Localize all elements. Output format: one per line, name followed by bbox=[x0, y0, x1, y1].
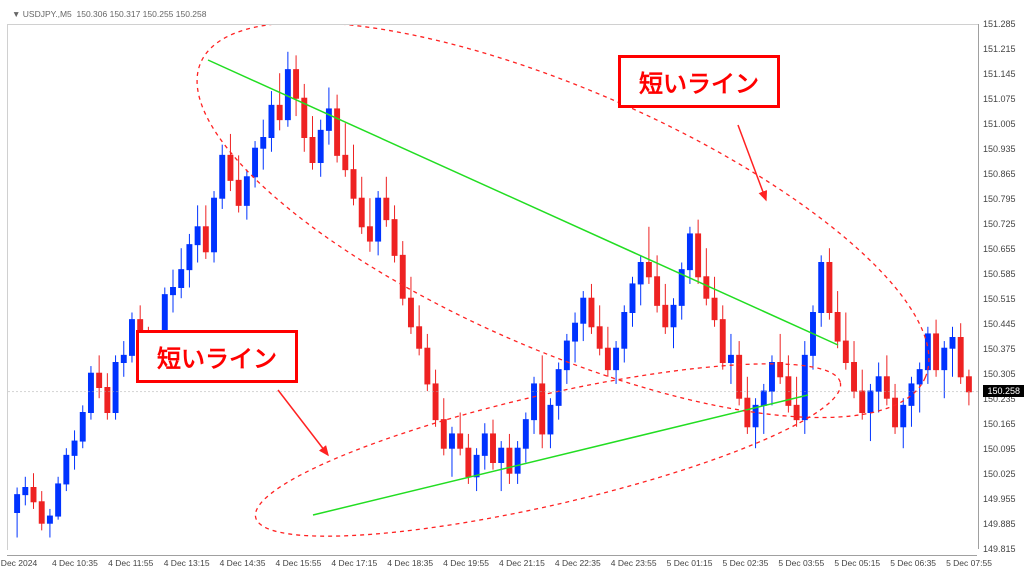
y-tick: 150.025 bbox=[983, 469, 1016, 479]
y-tick: 150.375 bbox=[983, 344, 1016, 354]
ticker-name: USDJPY.,M5 bbox=[23, 9, 72, 19]
x-tick: 4 Dec 23:55 bbox=[611, 558, 657, 568]
annotation-label-bottom: 短いライン bbox=[136, 330, 298, 383]
annotation-label-top: 短いライン bbox=[618, 55, 780, 108]
current-price-box: 150.258 bbox=[983, 385, 1024, 397]
y-axis: 151.285151.215151.145151.075151.005150.9… bbox=[978, 24, 1024, 549]
x-tick: 5 Dec 01:15 bbox=[667, 558, 713, 568]
y-tick: 149.955 bbox=[983, 494, 1016, 504]
chart-area[interactable] bbox=[7, 24, 978, 550]
y-tick: 150.865 bbox=[983, 169, 1016, 179]
x-tick: 4 Dec 11:55 bbox=[108, 558, 153, 568]
y-tick: 150.165 bbox=[983, 419, 1016, 429]
x-tick: 5 Dec 03:55 bbox=[778, 558, 824, 568]
x-tick: 4 Dec 10:35 bbox=[52, 558, 98, 568]
ticker-ohlc: 150.306 150.317 150.255 150.258 bbox=[77, 9, 207, 19]
x-tick: 4 Dec 13:15 bbox=[164, 558, 210, 568]
y-tick: 150.515 bbox=[983, 294, 1016, 304]
y-tick: 149.815 bbox=[983, 544, 1016, 554]
y-tick: 151.145 bbox=[983, 69, 1016, 79]
y-tick: 151.285 bbox=[983, 19, 1016, 29]
x-tick: 5 Dec 06:35 bbox=[890, 558, 936, 568]
x-tick: 5 Dec 02:35 bbox=[723, 558, 769, 568]
y-tick: 150.095 bbox=[983, 444, 1016, 454]
y-tick: 150.725 bbox=[983, 219, 1016, 229]
x-tick: 4 Dec 14:35 bbox=[220, 558, 266, 568]
y-tick: 150.445 bbox=[983, 319, 1016, 329]
x-tick: 4 Dec 18:35 bbox=[387, 558, 433, 568]
x-axis: Dec 20244 Dec 10:354 Dec 11:554 Dec 13:1… bbox=[7, 555, 977, 574]
y-tick: 151.005 bbox=[983, 119, 1016, 129]
y-tick: 150.935 bbox=[983, 144, 1016, 154]
ticker-label: ▼ USDJPY.,M5 150.306 150.317 150.255 150… bbox=[12, 9, 207, 19]
x-tick: 4 Dec 17:15 bbox=[331, 558, 377, 568]
y-tick: 150.305 bbox=[983, 369, 1016, 379]
x-tick: 4 Dec 22:35 bbox=[555, 558, 601, 568]
x-tick: 5 Dec 07:55 bbox=[946, 558, 992, 568]
y-tick: 151.075 bbox=[983, 94, 1016, 104]
x-tick: 4 Dec 21:15 bbox=[499, 558, 545, 568]
y-tick: 150.795 bbox=[983, 194, 1016, 204]
y-tick: 151.215 bbox=[983, 44, 1016, 54]
x-tick: Dec 2024 bbox=[1, 558, 37, 568]
y-tick: 150.655 bbox=[983, 244, 1016, 254]
x-tick: 5 Dec 05:15 bbox=[834, 558, 880, 568]
x-tick: 4 Dec 15:55 bbox=[275, 558, 321, 568]
x-tick: 4 Dec 19:55 bbox=[443, 558, 489, 568]
y-tick: 150.585 bbox=[983, 269, 1016, 279]
y-tick: 149.885 bbox=[983, 519, 1016, 529]
